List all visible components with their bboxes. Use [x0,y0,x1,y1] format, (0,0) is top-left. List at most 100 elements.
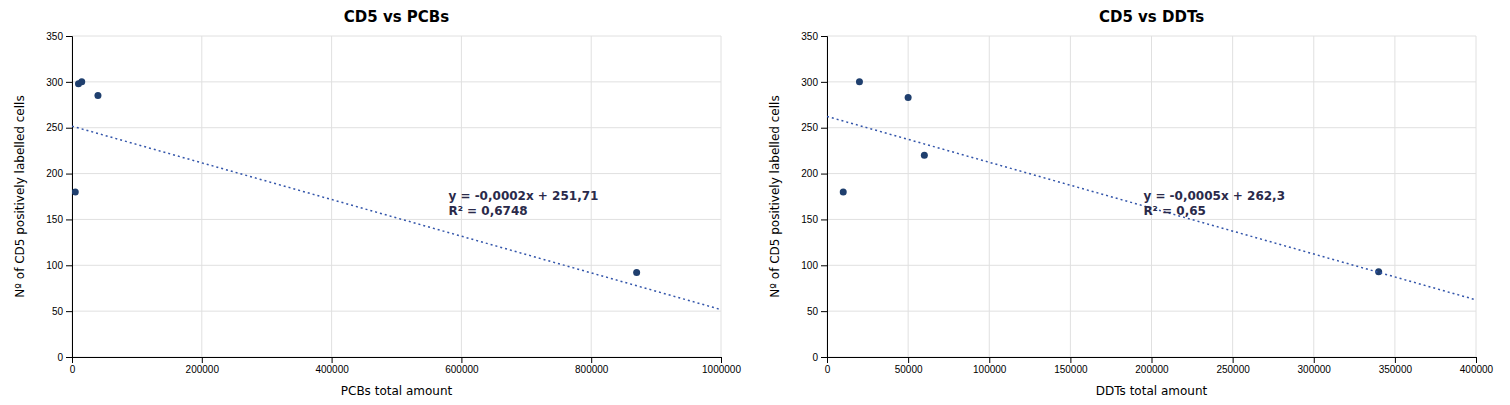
x-axis-line [828,358,1477,364]
y-tick: 350 [801,31,827,42]
x-tick-label: 0 [825,364,831,375]
y-tick-label: 0 [57,352,63,363]
grid-line-y [72,219,721,220]
y-tick-label: 200 [801,168,818,179]
y-tick-mark [66,174,72,175]
y-tick-mark [66,82,72,83]
y-tick-label: 50 [807,306,819,317]
x-tick-mark [908,357,909,363]
grid-line-y [827,219,1476,220]
y-tick-mark [66,311,72,312]
x-tick-label: 300000 [1298,364,1332,375]
x-tick-mark [989,357,990,363]
grid-line-x [721,36,722,357]
x-tick: 200000 [186,357,220,375]
regression-line [72,126,721,309]
y-tick-mark [821,82,827,83]
y-tick-mark [821,174,827,175]
x-tick: 200000 [1135,357,1169,375]
y-tick-mark [66,36,72,37]
x-tick-label: 200000 [1135,364,1169,375]
y-tick: 100 [46,260,72,271]
y-tick: 150 [46,214,72,225]
y-tick: 200 [801,168,827,179]
grid-line-y [827,36,1476,37]
y-tick-mark [66,219,72,220]
grid-line-y [827,173,1476,174]
grid-line-x [1476,36,1477,357]
annotation: y = -0,0005x + 262,3 [1143,189,1285,203]
y-tick-mark [66,357,72,358]
regression-line [827,116,1476,299]
chart-title: CD5 vs DDTs [1099,8,1204,26]
x-tick-label: 800000 [575,364,609,375]
y-tick-mark [66,265,72,266]
grid-line-y [72,311,721,312]
y-tick-mark [821,36,827,37]
x-tick: 0 [70,357,76,375]
grid-line-x [1070,36,1071,357]
x-tick-mark [1070,357,1071,363]
x-tick: 800000 [575,357,609,375]
plot-marks [72,78,721,309]
y-tick-label: 300 [46,77,63,88]
y-tick: 300 [46,77,72,88]
x-tick-mark [461,357,462,363]
y-tick-label: 150 [801,214,818,225]
x-tick: 400000 [1460,357,1494,375]
x-tick: 250000 [1216,357,1250,375]
scatter-point [856,78,863,85]
y-tick: 350 [46,31,72,42]
scatter-point [921,152,928,159]
scatter-point [905,94,912,101]
y-tick-mark [821,357,827,358]
x-tick-label: 150000 [1054,364,1088,375]
grid [72,36,721,357]
plot-marks [827,78,1476,300]
y-axis: 0 50 100 150 200 250 300 350 [801,31,827,363]
annotation: R² = 0,65 [1143,204,1206,218]
y-tick-label: 350 [46,31,63,42]
y-tick-label: 0 [812,352,818,363]
y-tick-mark [821,128,827,129]
chart-figure: 0200000400000600000800000100000005010015… [0,0,1510,405]
y-tick-label: 250 [46,122,63,133]
y-tick-label: 350 [801,31,818,42]
grid-line-x [989,36,990,357]
x-tick-label: 200000 [186,364,220,375]
x-axis-title: DDTs total amount [1096,384,1208,398]
x-tick-mark [1314,357,1315,363]
grid-line-x [201,36,202,357]
x-tick-mark [591,357,592,363]
y-axis-line [821,37,828,358]
y-tick-label: 100 [801,260,818,271]
y-tick: 250 [801,122,827,133]
x-tick-label: 250000 [1216,364,1250,375]
grid-line-x [908,36,909,357]
annotation: y = -0,0002x + 251,71 [448,189,598,203]
grid-line-x [1313,36,1314,357]
y-tick-label: 250 [801,122,818,133]
annotation: R² = 0,6748 [448,204,527,218]
x-axis: 02000004000006000008000001000000 [70,357,742,375]
grid-line-y [72,36,721,37]
x-tick-mark [1395,357,1396,363]
x-tick: 100000 [973,357,1007,375]
grid [827,36,1476,357]
annotations: y = -0,0002x + 251,71R² = 0,6748 [448,189,598,218]
scatter-point [94,92,101,99]
y-tick-mark [821,265,827,266]
x-tick: 600000 [445,357,479,375]
grid-line-y [827,127,1476,128]
grid-line-y [72,127,721,128]
grid-line-x [1394,36,1395,357]
scatter-point [840,188,847,195]
x-tick: 50000 [895,357,923,375]
grid-line-y [827,81,1476,82]
y-tick: 300 [801,77,827,88]
y-tick: 150 [801,214,827,225]
x-tick-label: 0 [70,364,76,375]
x-tick-label: 400000 [315,364,349,375]
x-tick-mark [721,357,722,363]
grid-line-y [72,81,721,82]
